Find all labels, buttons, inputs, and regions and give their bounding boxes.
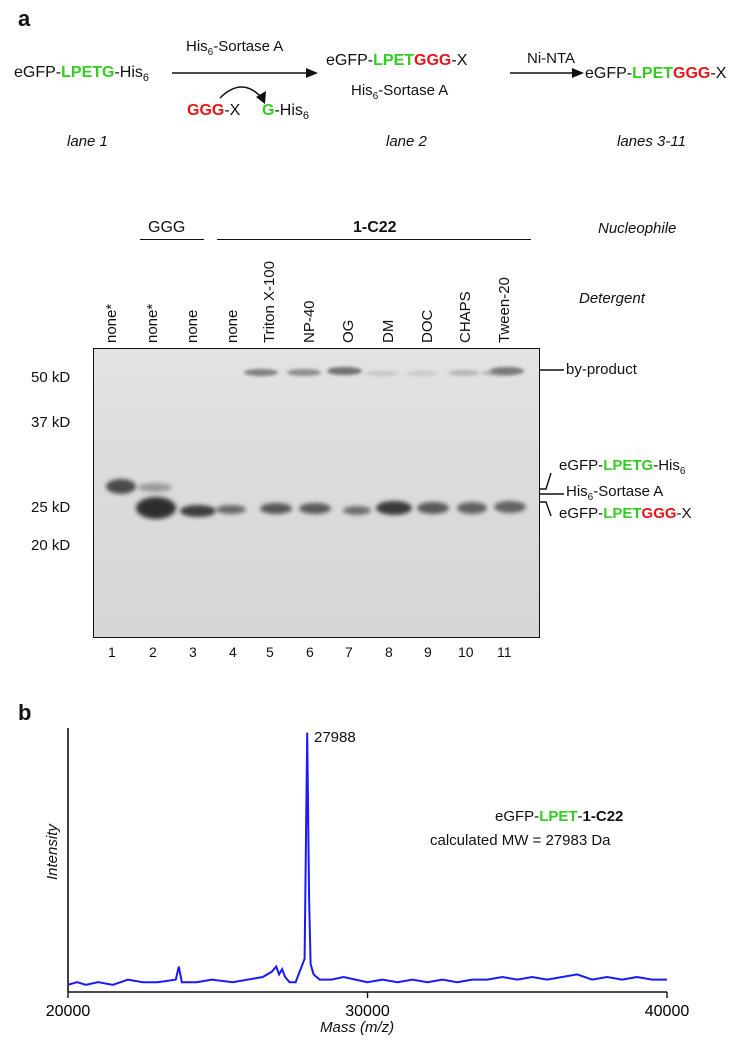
gel-band: [327, 367, 362, 375]
scheme-product-2: eGFP-LPETGGG-X: [585, 65, 727, 82]
lane-number: 7: [345, 644, 353, 660]
lane-number: 8: [385, 644, 393, 660]
group-label-ggg: GGG: [148, 219, 186, 236]
gel-band: [244, 369, 278, 376]
gel-band: [136, 497, 176, 519]
scheme-leaving-group: G-His6: [262, 102, 310, 123]
gel-band: [138, 483, 172, 492]
arrow1-label: His6-Sortase A: [186, 38, 284, 58]
lane-number: 9: [424, 644, 432, 660]
group-label-c22: 1-C22: [353, 219, 397, 236]
scheme-reactant: eGFP-LPETG-His6: [14, 64, 150, 85]
arrow2-label: Ni-NTA: [527, 50, 576, 67]
band-label-leaders: [540, 369, 564, 517]
reaction-arrow-2: [510, 68, 584, 78]
group-line-c22: [217, 239, 531, 241]
detergent-label: Triton X-100: [261, 261, 278, 343]
mw-marker-37: 37 kD: [31, 414, 71, 431]
detergent-label: OG: [340, 319, 357, 343]
gel-band: [343, 506, 371, 515]
gel-band: [260, 503, 292, 514]
gel-band: [494, 501, 526, 513]
label-reactant: eGFP-LPETG-His6: [559, 457, 686, 477]
lane-number: 10: [458, 644, 474, 660]
label-product: eGFP-LPETGGG-X: [559, 505, 692, 522]
x-tick-label: 20000: [46, 1003, 91, 1020]
lane-number: 3: [189, 644, 197, 660]
nucleophile-header: Nucleophile: [598, 220, 677, 237]
detergent-label: DM: [380, 319, 397, 343]
lane-number: 11: [497, 644, 512, 660]
detergent-label: none*: [103, 303, 120, 343]
lane-number: 5: [266, 644, 274, 660]
x-tick-label: 30000: [345, 1003, 390, 1020]
gel-band: [417, 502, 449, 514]
sds-page-gel: [93, 348, 540, 638]
gel-band: [457, 502, 487, 514]
lane-label-1: lane 1: [67, 133, 108, 150]
spectrum-series-line: [67, 732, 667, 986]
detergent-label: none*: [144, 303, 161, 343]
annotation-line-1: eGFP-LPET-1-C22: [495, 808, 624, 825]
detergent-header: Detergent: [579, 290, 645, 307]
gel-band: [406, 371, 438, 376]
gel-band: [299, 503, 331, 514]
gel-band: [287, 369, 321, 376]
scheme-product-1: eGFP-LPETGGG-X: [326, 52, 468, 69]
mw-marker-50: 50 kD: [31, 369, 71, 386]
reaction-arrow-1: [172, 68, 318, 104]
lane-number: 2: [149, 644, 157, 660]
x-tick-label: 40000: [645, 1003, 690, 1020]
lane-label-3-11: lanes 3-11: [617, 133, 686, 150]
annotation-line-2: calculated MW = 27983 Da: [430, 832, 611, 849]
mw-marker-20: 20 kD: [31, 537, 71, 554]
peak-label: 27988: [314, 729, 356, 746]
label-sortase: His6-Sortase A: [566, 483, 664, 503]
scheme-nucleophile: GGG-X: [187, 102, 241, 119]
lane-number: 6: [306, 644, 314, 660]
group-line-ggg: [140, 239, 204, 241]
gel-band: [376, 501, 412, 515]
lane-label-2: lane 2: [386, 133, 427, 150]
label-byproduct: by-product: [566, 361, 637, 378]
gel-band: [490, 367, 524, 375]
gel-band: [180, 505, 216, 517]
x-axis-label: Mass (m/z): [320, 1019, 395, 1036]
mw-marker-25: 25 kD: [31, 499, 71, 516]
scheme-product-1-sortase: His6-Sortase A: [351, 82, 449, 102]
detergent-label: none: [184, 309, 201, 343]
panel-b-letter: b: [18, 700, 32, 725]
lane-number: 4: [229, 644, 237, 660]
mass-spectrum-chart: 20000 30000 40000: [46, 728, 690, 1020]
y-axis-label: Intensity: [44, 824, 61, 880]
detergent-label: DOC: [419, 309, 436, 343]
gel-band: [448, 370, 480, 376]
gel-band: [216, 505, 246, 514]
detergent-label: NP-40: [301, 300, 318, 343]
detergent-label: CHAPS: [457, 291, 474, 343]
detergent-label: none: [224, 309, 241, 343]
gel-band: [366, 371, 398, 376]
lane-number: 1: [108, 644, 116, 660]
detergent-label: Tween-20: [496, 277, 513, 343]
gel-band: [106, 479, 136, 494]
panel-a-letter: a: [18, 6, 31, 31]
